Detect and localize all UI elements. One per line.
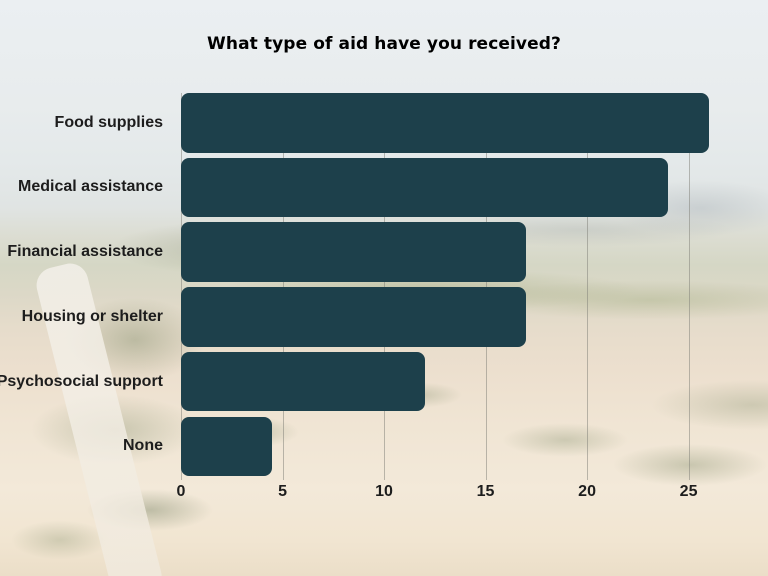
bar-none [181, 416, 273, 476]
x-tick-label-25: 25 [679, 483, 698, 500]
x-tick-label-0: 0 [176, 483, 186, 500]
x-tick-label-5: 5 [278, 483, 287, 500]
category-label-psychosocial-support: Psychosocial support [0, 372, 163, 390]
plot-area [181, 93, 716, 481]
x-tick-label-20: 20 [578, 483, 596, 500]
category-label-housing-or-shelter: Housing or shelter [21, 307, 163, 325]
gridline-5 [282, 93, 284, 480]
x-tick-label-15: 15 [476, 483, 495, 500]
bar-psychosocial-support [181, 351, 425, 412]
category-label-financial-assistance: Financial assistance [7, 243, 163, 261]
category-label-medical-assistance: Medical assistance [18, 178, 163, 196]
bar-food-supplies [181, 93, 709, 153]
category-labels: Food supplies Medical assistance Financial… [0, 93, 172, 481]
gridline-0 [181, 93, 182, 480]
gridline-20 [587, 93, 589, 480]
bar-housing-or-shelter [181, 287, 527, 347]
chart-title: What type of aid have you received? [207, 34, 561, 54]
category-label-food-supplies: Food supplies [54, 113, 163, 131]
gridline-10 [384, 93, 386, 480]
bar-medical-assistance [181, 157, 669, 218]
x-axis: 0 5 10 15 20 25 [177, 483, 716, 505]
bar-financial-assistance [181, 222, 527, 282]
x-tick-label-10: 10 [375, 483, 393, 500]
category-label-none: None [123, 437, 163, 455]
gridline-25 [688, 93, 690, 480]
gridline-15 [485, 93, 487, 480]
